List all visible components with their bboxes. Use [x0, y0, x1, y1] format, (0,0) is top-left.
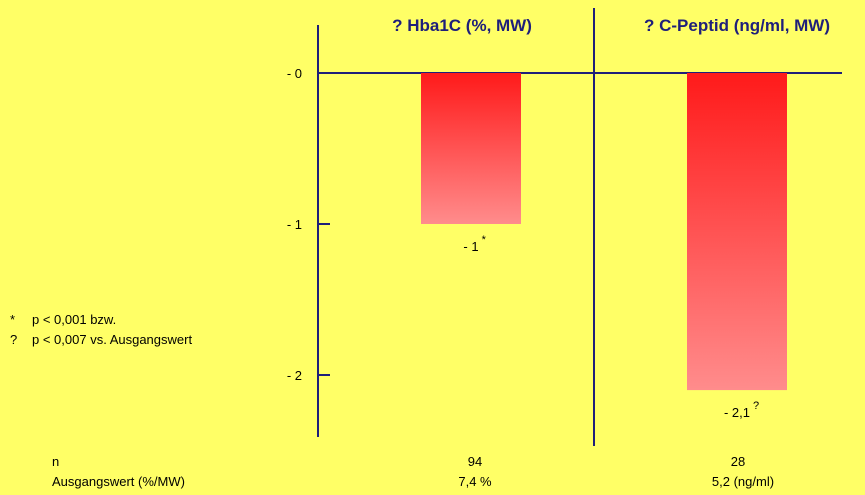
footnote-1-symbol: *	[10, 312, 16, 327]
value-label-1: - 2,1	[724, 405, 750, 420]
value-marker-1: ?	[753, 400, 759, 412]
y-tick-label: - 0	[287, 66, 302, 81]
bars	[421, 73, 787, 391]
footnote-2-text: p < 0,007 vs. Ausgangswert	[32, 332, 193, 347]
bar-1	[687, 73, 787, 391]
labels: - 0 - 1 - 2 ? Hba1C (%, MW) - 1 * ? C-Peptid (…	[287, 16, 830, 420]
footnote-1-text: p < 0,001 bzw.	[32, 312, 117, 327]
value-label-0: - 1	[463, 239, 478, 254]
value-marker-0: *	[482, 234, 487, 246]
footnote-2-symbol: ?	[10, 332, 18, 347]
n-value-cpeptid: 28	[730, 454, 746, 469]
footnote-2: ? p < 0,007 vs. Ausgangswert	[10, 332, 192, 347]
y-tick-label: - 1	[287, 217, 302, 232]
bar-0	[421, 73, 521, 224]
n-value-hba1c: 94	[467, 454, 483, 469]
baseline-value-cpeptid: 5,2 (ng/ml)	[711, 474, 775, 489]
n-row-label: n	[52, 454, 60, 469]
panel-title-0: ? Hba1C (%, MW)	[392, 16, 532, 35]
y-tick-label: - 2	[287, 368, 302, 383]
baseline-row-label: Ausgangswert (%/MW)	[52, 474, 185, 489]
panel-title-1: ? C-Peptid (ng/ml, MW)	[644, 16, 830, 35]
footnote-1: * p < 0,001 bzw.	[10, 312, 116, 327]
baseline-value-hba1c: 7,4 %	[458, 474, 492, 489]
